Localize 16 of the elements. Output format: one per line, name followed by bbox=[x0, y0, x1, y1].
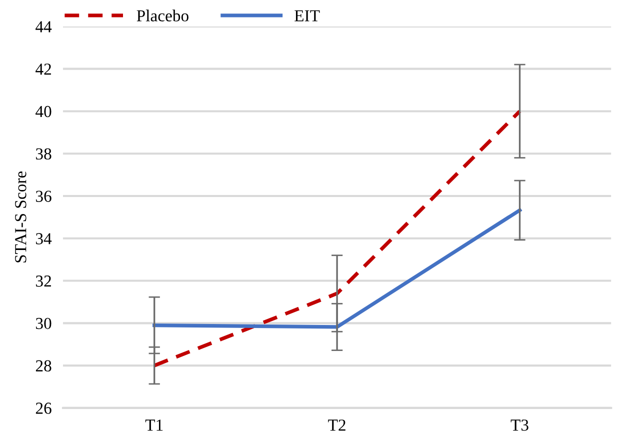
x-tick-label: T1 bbox=[145, 420, 163, 431]
x-tick-label: T3 bbox=[510, 420, 528, 431]
y-tick-label: 38 bbox=[36, 148, 52, 160]
y-axis-title: STAI-S Score bbox=[15, 171, 26, 262]
y-tick-label: 28 bbox=[36, 360, 52, 372]
legend-label: EIT bbox=[294, 10, 320, 22]
y-tick-label: 44 bbox=[36, 21, 52, 32]
y-tick-label: 36 bbox=[36, 190, 52, 202]
y-tick-label: 32 bbox=[36, 276, 51, 287]
legend-label: Placebo bbox=[136, 10, 188, 22]
y-tick-label: 40 bbox=[36, 106, 52, 118]
y-tick-label: 42 bbox=[36, 64, 51, 75]
y-tick-label: 26 bbox=[36, 402, 52, 414]
x-tick-label: T2 bbox=[328, 420, 346, 431]
y-tick-label: 30 bbox=[36, 318, 52, 330]
y-tick-label: 34 bbox=[36, 233, 52, 244]
